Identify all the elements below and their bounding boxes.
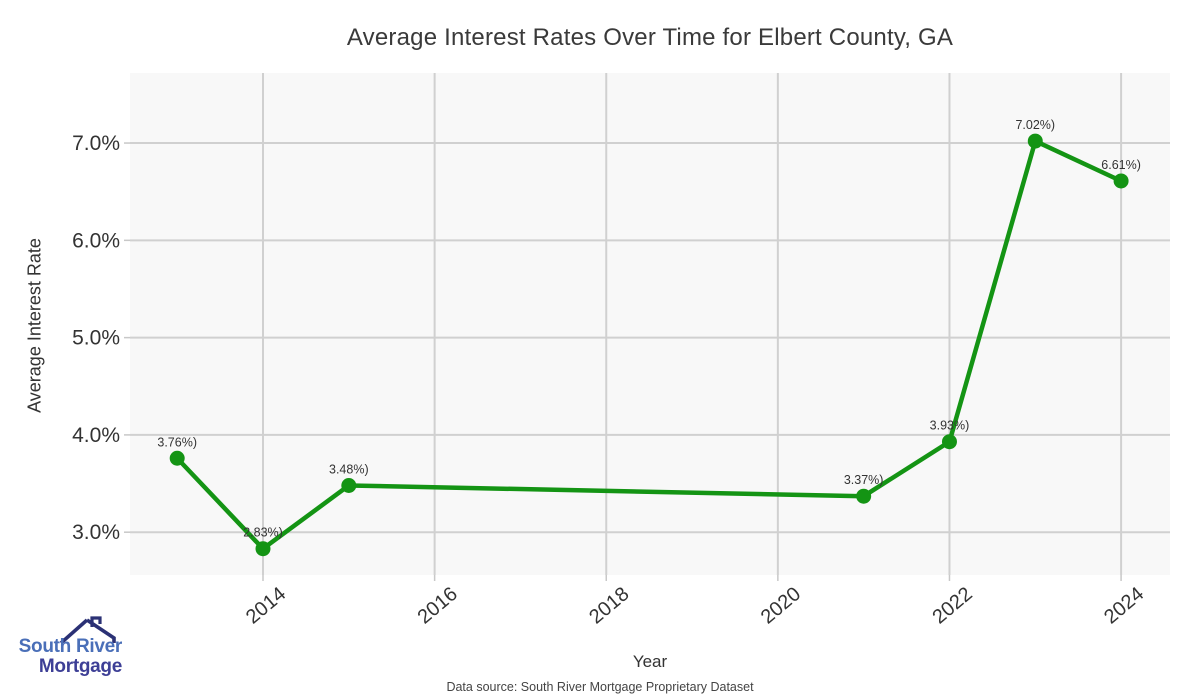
data-point-label: 2.83%) — [243, 526, 283, 540]
x-tick-label: 2024 — [1100, 583, 1148, 628]
y-tick-label: 7.0% — [72, 132, 120, 155]
data-point — [1113, 173, 1129, 189]
y-axis-title: Average Interest Rate — [24, 238, 45, 413]
x-tick-label: 2020 — [757, 583, 805, 628]
house-roof-icon — [60, 616, 116, 644]
data-source-caption: Data source: South River Mortgage Propri… — [446, 680, 754, 694]
data-point-label: 3.76%) — [157, 435, 197, 449]
y-tick-label: 6.0% — [72, 229, 120, 252]
data-point — [1027, 133, 1043, 149]
y-tick-label: 4.0% — [72, 424, 120, 447]
data-point-label: 6.61%) — [1101, 158, 1141, 172]
y-tick-label: 3.0% — [72, 521, 120, 544]
plot-background — [130, 73, 1170, 575]
data-point-label: 3.93%) — [930, 419, 970, 433]
x-tick-label: 2022 — [928, 583, 976, 628]
south-river-mortgage-logo: South River Mortgage — [14, 616, 122, 686]
data-point — [169, 450, 185, 466]
data-point-label: 7.02%) — [1015, 118, 1055, 132]
x-tick-label: 2018 — [585, 583, 633, 628]
y-tick-label: 5.0% — [72, 327, 120, 350]
data-point — [941, 434, 957, 450]
data-point-label: 3.48%) — [329, 462, 369, 476]
data-point — [341, 477, 357, 493]
x-tick-label: 2014 — [242, 583, 290, 628]
logo-text-mortgage: Mortgage — [38, 656, 122, 677]
data-point-label: 3.37%) — [844, 473, 884, 487]
chart-title: Average Interest Rates Over Time for Elb… — [346, 24, 954, 51]
data-point — [255, 541, 271, 557]
x-axis-title: Year — [632, 652, 668, 671]
data-point — [856, 488, 872, 504]
x-tick-label: 2016 — [414, 583, 462, 628]
logo-text-south-river: South River — [18, 636, 123, 657]
